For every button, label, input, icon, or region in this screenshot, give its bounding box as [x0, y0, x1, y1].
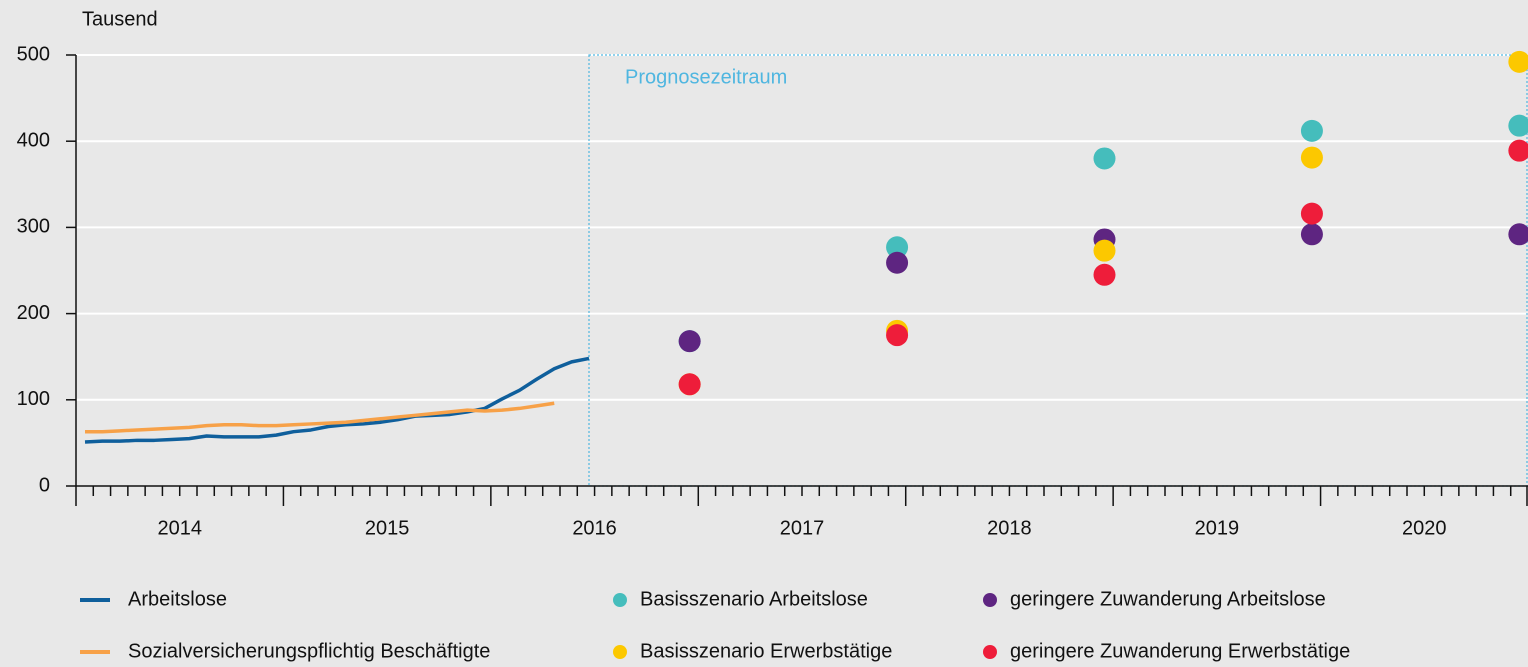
- legend-label: Basisszenario Erwerbstätige: [640, 640, 892, 662]
- dot: [1300, 223, 1323, 246]
- x-tick-label: 2020: [1402, 517, 1447, 539]
- legend-swatch: [983, 593, 997, 607]
- legend-label: geringere Zuwanderung Erwerbstätige: [1010, 640, 1350, 662]
- legend-label: Arbeitslose: [128, 588, 227, 610]
- dot: [1300, 146, 1323, 169]
- legend-label: geringere Zuwanderung Arbeitslose: [1010, 588, 1326, 610]
- legend-swatch: [613, 645, 627, 659]
- dot: [1093, 263, 1116, 286]
- x-tick-label: 2019: [1195, 517, 1240, 539]
- x-tick-label: 2017: [780, 517, 825, 539]
- dot: [886, 251, 909, 274]
- legend-label: Sozialversicherungspflichtig Beschäftigt…: [128, 640, 490, 662]
- y-tick-label: 500: [17, 43, 50, 65]
- dot: [1508, 223, 1528, 246]
- legend-swatch: [983, 645, 997, 659]
- y-unit-label: Tausend: [82, 8, 158, 30]
- dot: [1093, 239, 1116, 262]
- y-tick-label: 300: [17, 216, 50, 238]
- dot: [1508, 50, 1528, 73]
- dot: [1508, 114, 1528, 137]
- dot: [678, 373, 701, 396]
- dot: [1508, 139, 1528, 162]
- dot: [678, 330, 701, 353]
- dot: [1300, 202, 1323, 225]
- line: [84, 356, 590, 444]
- y-tick-label: 100: [17, 388, 50, 410]
- x-tick-label: 2015: [365, 517, 410, 539]
- x-tick-label: 2016: [572, 517, 617, 539]
- line: [85, 401, 555, 434]
- legend-swatch: [613, 593, 627, 607]
- dot: [886, 324, 909, 347]
- forecast-label: Prognosezeitraum: [625, 66, 787, 88]
- y-tick-label: 400: [17, 129, 50, 151]
- legend-label: Basisszenario Arbeitslose: [640, 588, 868, 610]
- dot: [1093, 147, 1116, 170]
- x-tick-label: 2018: [987, 517, 1032, 539]
- x-tick-label: 2014: [157, 517, 202, 539]
- dot: [886, 236, 909, 259]
- dot: [1300, 119, 1323, 142]
- y-tick-label: 200: [17, 302, 50, 324]
- y-tick-label: 0: [39, 474, 50, 496]
